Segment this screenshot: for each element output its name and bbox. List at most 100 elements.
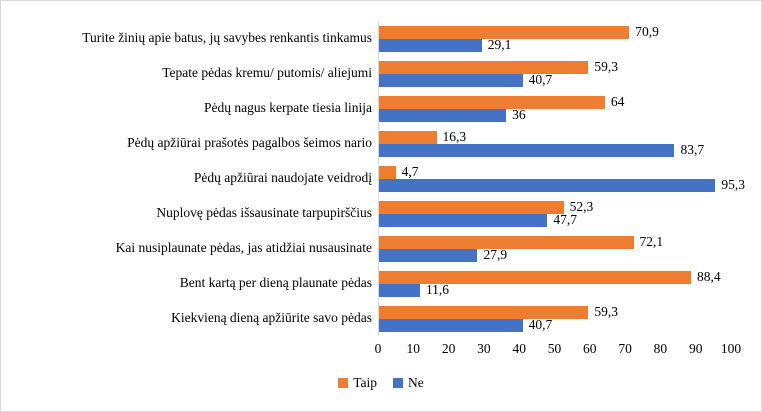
bar-taip bbox=[379, 130, 437, 144]
category-label: Pėdų apžiūrai naudojate veidrodį bbox=[193, 170, 372, 186]
value-label-taip: 64 bbox=[610, 94, 625, 110]
category-label: Bent kartą per dieną plaunate pėdas bbox=[179, 275, 372, 291]
value-label-taip: 72,1 bbox=[639, 234, 664, 250]
category-label: Pėdų apžiūrai prašotės pagalbos šeimos n… bbox=[127, 135, 372, 151]
legend-item-ne: Ne bbox=[393, 375, 424, 391]
value-label-taip: 59,3 bbox=[594, 304, 618, 320]
value-label-ne: 83,7 bbox=[680, 142, 705, 158]
plot-area: 4,7 95,3 bbox=[378, 161, 757, 196]
plot-area: 59,3 40,7 bbox=[378, 56, 757, 91]
chart-row: Pėdų nagus kerpate tiesia linija 64 36 bbox=[9, 91, 757, 126]
value-label-ne: 11,6 bbox=[425, 282, 450, 298]
bar-ne bbox=[379, 248, 478, 262]
bar-ne bbox=[379, 283, 420, 297]
bar-taip bbox=[379, 95, 605, 109]
bar-line: 70,9 bbox=[379, 24, 757, 40]
axis-tick: 100 bbox=[720, 341, 742, 356]
bar-line: 11,6 bbox=[379, 282, 757, 298]
axis-tick: 0 bbox=[374, 341, 382, 356]
bar-ne bbox=[379, 108, 507, 122]
bar-line: 59,3 bbox=[379, 59, 757, 75]
value-label-ne: 95,3 bbox=[721, 177, 746, 193]
bar-line: 72,1 bbox=[379, 234, 757, 250]
axis-tick: 20 bbox=[441, 341, 456, 356]
bar-taip bbox=[379, 235, 634, 249]
legend-swatch-ne bbox=[393, 378, 404, 388]
axis-tick: 40 bbox=[512, 341, 526, 356]
axis-tick: 30 bbox=[477, 341, 491, 356]
category-label: Pėdų nagus kerpate tiesia linija bbox=[204, 100, 372, 116]
value-label-taip: 16,3 bbox=[442, 129, 467, 145]
category-label: Turite žinių apie batus, jų savybes renk… bbox=[82, 30, 372, 46]
axis-tick: 10 bbox=[406, 341, 421, 356]
value-label-taip: 70,9 bbox=[635, 24, 659, 40]
chart-row: Nuplovę pėdas išsausinate tarpupirščius 5… bbox=[9, 196, 757, 231]
chart-row: Tepate pėdas kremu/ putomis/ aliejumi 59,… bbox=[9, 56, 757, 91]
axis-tick: 90 bbox=[688, 341, 703, 356]
plot-area: 59,3 40,7 bbox=[378, 301, 757, 336]
plot-area: 64 36 bbox=[378, 91, 757, 126]
bar-line: 4,7 bbox=[379, 164, 757, 180]
bar-taip bbox=[379, 200, 564, 214]
bar-taip bbox=[379, 270, 692, 284]
bar-line: 64 bbox=[379, 94, 757, 110]
bar-ne bbox=[379, 318, 523, 332]
bar-line: 95,3 bbox=[379, 177, 757, 193]
bar-ne bbox=[379, 143, 675, 157]
bar-ne bbox=[379, 178, 716, 192]
chart-row: Bent kartą per dieną plaunate pėdas 88,4 1… bbox=[9, 266, 757, 301]
bar-line: 40,7 bbox=[379, 72, 757, 88]
bar-taip bbox=[379, 165, 396, 179]
chart-row: Kiekvieną dieną apžiūrite savo pėdas 59,3… bbox=[9, 301, 757, 336]
category-label: Kai nusiplaunate pėdas, jas atidžiai nus… bbox=[115, 240, 372, 256]
bar-ne bbox=[379, 38, 482, 52]
bar-line: 59,3 bbox=[379, 304, 757, 320]
bar-line: 36 bbox=[379, 107, 757, 123]
bar-taip bbox=[379, 305, 589, 319]
plot-area: 70,9 29,1 bbox=[378, 21, 757, 56]
plot-area: 88,4 11,6 bbox=[378, 266, 757, 301]
chart-row: Kai nusiplaunate pėdas, jas atidžiai nus… bbox=[9, 231, 757, 266]
value-label-ne: 29,1 bbox=[487, 37, 512, 53]
category-label: Kiekvieną dieną apžiūrite savo pėdas bbox=[171, 310, 372, 326]
value-label-ne: 36 bbox=[512, 107, 526, 123]
x-axis: 0 10 20 30 40 50 60 70 80 90 100 bbox=[374, 341, 742, 358]
bar-taip bbox=[379, 25, 630, 39]
axis-tick: 70 bbox=[618, 341, 632, 356]
legend-swatch-taip bbox=[338, 378, 349, 388]
legend-label-ne: Ne bbox=[408, 375, 424, 390]
bar-line: 27,9 bbox=[379, 247, 757, 263]
bar-line: 83,7 bbox=[379, 142, 757, 158]
bar-taip bbox=[379, 60, 589, 74]
value-label-taip: 52,3 bbox=[569, 199, 594, 215]
value-label-taip: 88,4 bbox=[697, 269, 721, 285]
axis-tick: 80 bbox=[653, 341, 668, 356]
bar-line: 47,7 bbox=[379, 212, 757, 228]
chart-row: Pėdų apžiūrai prašotės pagalbos šeimos n… bbox=[9, 126, 757, 161]
chart-row: Pėdų apžiūrai naudojate veidrodį 4,7 95,3 bbox=[9, 161, 757, 196]
bar-ne bbox=[379, 73, 523, 87]
axis-tick: 60 bbox=[583, 341, 597, 356]
bar-line: 29,1 bbox=[379, 37, 757, 53]
bar-line: 52,3 bbox=[379, 199, 757, 215]
chart-row: Turite žinių apie batus, jų savybes renk… bbox=[9, 21, 757, 56]
bar-line: 16,3 bbox=[379, 129, 757, 145]
value-label-taip: 4,7 bbox=[401, 164, 419, 180]
value-label-taip: 59,3 bbox=[594, 59, 618, 75]
bar-line: 88,4 bbox=[379, 269, 757, 285]
plot-area: 16,3 83,7 bbox=[378, 126, 757, 161]
value-label-ne: 47,7 bbox=[553, 212, 577, 228]
category-label: Tepate pėdas kremu/ putomis/ aliejumi bbox=[162, 65, 372, 81]
chart-rows: Turite žinių apie batus, jų savybes renk… bbox=[9, 21, 757, 336]
bar-ne bbox=[379, 213, 548, 227]
plot-area: 52,3 47,7 bbox=[378, 196, 757, 231]
value-label-ne: 40,7 bbox=[528, 317, 553, 333]
value-label-ne: 40,7 bbox=[528, 72, 553, 88]
bar-line: 40,7 bbox=[379, 317, 757, 333]
legend-label-taip: Taip bbox=[353, 375, 378, 390]
value-label-ne: 27,9 bbox=[483, 247, 508, 263]
plot-area: 72,1 27,9 bbox=[378, 231, 757, 266]
category-label: Nuplovę pėdas išsausinate tarpupirščius bbox=[156, 205, 372, 221]
legend: Taip Ne bbox=[1, 375, 761, 391]
